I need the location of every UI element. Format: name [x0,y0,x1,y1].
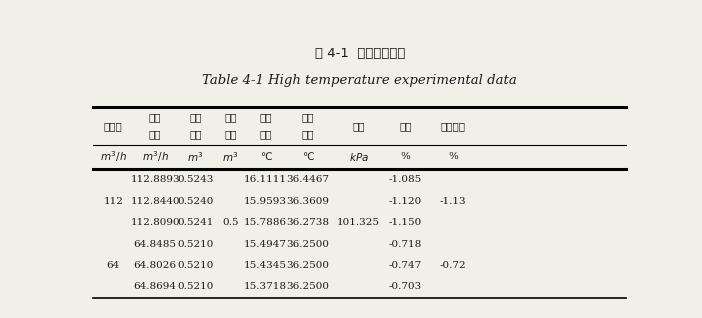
Text: 64: 64 [107,261,120,270]
Text: 0.5: 0.5 [222,218,239,227]
Text: 64.8485: 64.8485 [133,240,177,249]
Text: -0.703: -0.703 [389,282,422,292]
Text: 流量: 流量 [149,129,161,139]
Text: 0.5243: 0.5243 [178,175,213,184]
Text: %: % [449,152,458,162]
Text: 表 4-1  高温实验数据: 表 4-1 高温实验数据 [314,47,405,60]
Text: 标准: 标准 [260,112,272,122]
Text: 0.5210: 0.5210 [178,261,213,270]
Text: 被测: 被测 [301,112,314,122]
Text: -0.72: -0.72 [440,261,467,270]
Text: 被测: 被测 [224,112,237,122]
Text: $kPa$: $kPa$ [349,151,369,163]
Text: 36.4467: 36.4467 [286,175,329,184]
Text: 流量: 流量 [224,129,237,139]
Text: 112.8440: 112.8440 [131,197,180,206]
Text: 0.5241: 0.5241 [178,218,213,227]
Text: Table 4-1 High temperature experimental data: Table 4-1 High temperature experimental … [202,74,517,87]
Text: 16.1111: 16.1111 [244,175,287,184]
Text: $m^3$: $m^3$ [222,150,239,164]
Text: 64.8026: 64.8026 [133,261,177,270]
Text: 流量点: 流量点 [104,121,123,131]
Text: ℃: ℃ [302,152,313,162]
Text: 误差: 误差 [399,121,412,131]
Text: -1.150: -1.150 [389,218,422,227]
Text: 温度: 温度 [301,129,314,139]
Text: 36.3609: 36.3609 [286,197,329,206]
Text: $m^3$: $m^3$ [187,150,204,164]
Text: -0.747: -0.747 [389,261,422,270]
Text: -0.718: -0.718 [389,240,422,249]
Text: 标准: 标准 [190,112,201,122]
Text: ℃: ℃ [260,152,272,162]
Text: 15.4345: 15.4345 [244,261,287,270]
Text: 0.5210: 0.5210 [178,240,213,249]
Text: 36.2500: 36.2500 [286,282,329,292]
Text: 0.5240: 0.5240 [178,197,213,206]
Text: 36.2500: 36.2500 [286,261,329,270]
Text: 64.8694: 64.8694 [133,282,177,292]
Text: 平均误差: 平均误差 [441,121,466,131]
Text: -1.085: -1.085 [389,175,422,184]
Text: 15.9593: 15.9593 [244,197,287,206]
Text: 流量: 流量 [190,129,201,139]
Text: 36.2500: 36.2500 [286,240,329,249]
Text: 0.5210: 0.5210 [178,282,213,292]
Text: $m^3/h$: $m^3/h$ [100,149,127,164]
Text: 101.325: 101.325 [337,218,380,227]
Text: 112.8893: 112.8893 [131,175,180,184]
Text: 36.2738: 36.2738 [286,218,329,227]
Text: %: % [401,152,411,162]
Text: 温度: 温度 [260,129,272,139]
Text: 15.7886: 15.7886 [244,218,287,227]
Text: -1.120: -1.120 [389,197,422,206]
Text: 112.8090: 112.8090 [131,218,180,227]
Text: 112: 112 [103,197,124,206]
Text: 瞬时: 瞬时 [149,112,161,122]
Text: 15.4947: 15.4947 [244,240,287,249]
Text: 15.3718: 15.3718 [244,282,287,292]
Text: -1.13: -1.13 [440,197,467,206]
Text: $m^3/h$: $m^3/h$ [142,149,168,164]
Text: 压力: 压力 [352,121,365,131]
